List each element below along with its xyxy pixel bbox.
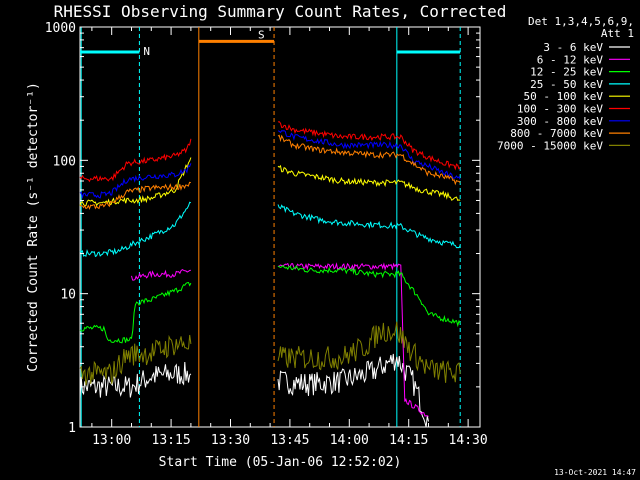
series-8-segment-1 <box>277 321 461 383</box>
footer-date: 13-Oct-2021 14:47 <box>554 468 636 477</box>
x-tick-label-4: 14:00 <box>330 433 369 448</box>
series-7-segment-1 <box>277 134 461 186</box>
legend-label-1: 6 - 12 keV <box>537 53 604 66</box>
series-3-segment-0 <box>79 201 192 258</box>
x-tick-label-1: 13:15 <box>152 433 191 448</box>
series-2-segment-1 <box>277 264 461 328</box>
plot-area: NS 13:00 13:15 13:30 13:45 14:00 14:15 14:30 1… <box>45 21 488 448</box>
annotation-layer: NS <box>80 28 461 58</box>
x-tick-label-5: 14:15 <box>389 433 428 448</box>
legend-header: Det 1,3,4,5,6,9, <box>528 15 634 28</box>
x-tick-label-3: 13:45 <box>270 433 309 448</box>
legend-label-5: 100 - 300 keV <box>517 103 603 116</box>
plot-frame <box>79 26 481 428</box>
legend-subheader: Att 1 <box>601 27 634 40</box>
legend-label-0: 3 - 6 keV <box>543 41 603 54</box>
series-6-segment-1 <box>277 130 461 180</box>
series-1-segment-0 <box>131 268 192 281</box>
series-5-segment-1 <box>277 121 461 171</box>
series-4-segment-1 <box>277 164 461 202</box>
series-layer <box>79 121 461 428</box>
x-axis-ticks: 13:00 13:15 13:30 13:45 14:00 14:15 14:30 <box>91 27 488 448</box>
x-tick-label-2: 13:30 <box>211 433 250 448</box>
y-tick-label-0: 1 <box>68 421 76 436</box>
series-3-segment-1 <box>277 204 461 249</box>
annotation-label-2: S <box>258 28 265 41</box>
y-axis-ticks: 1 10 100 1000 <box>45 21 480 436</box>
chart-title: RHESSI Observing Summary Count Rates, Co… <box>54 2 507 21</box>
series-8-segment-0 <box>79 334 192 386</box>
legend-label-7: 800 - 7000 keV <box>510 127 603 140</box>
series-1-segment-1 <box>277 262 429 417</box>
legend-label-3: 25 - 50 keV <box>530 78 603 91</box>
legend-label-2: 12 - 25 keV <box>530 66 603 79</box>
series-6-segment-0 <box>79 163 192 200</box>
series-0-segment-0 <box>79 361 192 399</box>
y-axis-label: Corrected Count Rate (s⁻¹ detector⁻¹) <box>26 82 41 372</box>
x-axis-label: Start Time (05-Jan-06 12:52:02) <box>159 455 402 470</box>
legend-label-8: 7000 - 15000 keV <box>497 139 603 152</box>
legend-label-4: 50 - 100 keV <box>524 90 604 103</box>
y-tick-label-2: 100 <box>53 154 76 169</box>
x-tick-label-0: 13:00 <box>92 433 131 448</box>
series-2-segment-0 <box>79 281 192 344</box>
annotation-label-0: N <box>143 45 150 58</box>
y-tick-label-3: 1000 <box>45 21 76 36</box>
legend-label-6: 300 - 800 keV <box>517 115 603 128</box>
series-5-segment-0 <box>79 138 192 183</box>
series-7-segment-0 <box>80 181 192 211</box>
y-tick-label-1: 10 <box>60 288 76 303</box>
series-4-segment-0 <box>79 157 192 207</box>
x-tick-label-6: 14:30 <box>449 433 488 448</box>
